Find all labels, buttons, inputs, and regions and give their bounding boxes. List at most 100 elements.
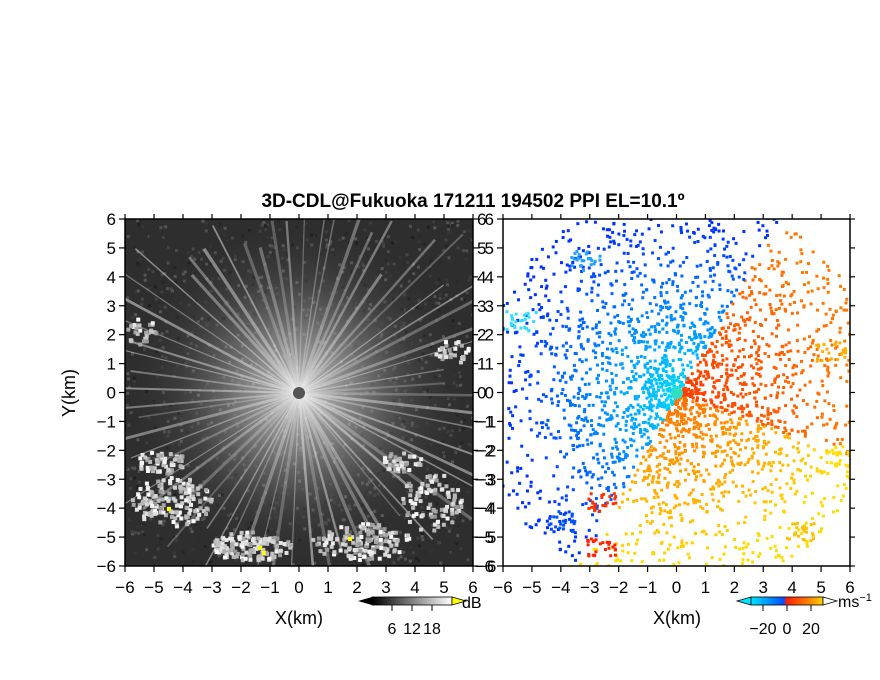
- snr-noise-pixel: [445, 525, 449, 529]
- snr-cloud-pixel: [321, 537, 326, 542]
- velocity-pixel: [633, 336, 637, 340]
- velocity-pixel: [677, 482, 681, 486]
- velocity-pixel: [791, 382, 795, 386]
- velocity-pixel: [587, 382, 591, 386]
- velocity-pixel: [600, 351, 604, 355]
- velocity-pixel: [757, 387, 761, 391]
- velocity-pixel: [592, 432, 596, 436]
- velocity-pixel: [653, 489, 657, 493]
- velocity-pixel: [695, 498, 699, 502]
- velocity-pixel: [839, 376, 843, 380]
- velocity-pixel: [560, 392, 564, 396]
- velocity-pixel: [778, 448, 782, 452]
- velocity-pixel: [574, 429, 578, 433]
- snr-noise-pixel: [159, 537, 163, 541]
- velocity-pixel: [761, 422, 765, 426]
- velocity-pixel: [752, 366, 756, 370]
- velocity-pixel: [724, 330, 728, 334]
- velocity-pixel: [581, 503, 585, 507]
- velocity-pixel: [786, 328, 790, 332]
- snr-noise-pixel: [455, 542, 459, 546]
- velocity-pixel: [726, 375, 730, 379]
- velocity-pixel: [776, 264, 780, 268]
- snr-cloud-pixel: [401, 469, 406, 474]
- velocity-pixel: [720, 354, 724, 358]
- snr-noise-pixel: [380, 234, 384, 238]
- velocity-pixel: [642, 404, 646, 408]
- snr-cloud-pixel: [332, 550, 337, 555]
- snr-noise-pixel: [466, 558, 470, 562]
- velocity-pixel: [693, 332, 697, 336]
- velocity-pixel: [622, 222, 626, 226]
- velocity-pixel: [834, 423, 838, 427]
- velocity-pixel: [627, 474, 631, 478]
- snr-cloud-pixel: [407, 536, 412, 541]
- velocity-pixel: [662, 558, 666, 562]
- velocity-pixel: [638, 374, 642, 378]
- velocity-pixel: [717, 362, 721, 366]
- velocity-pixel: [597, 335, 601, 339]
- velocity-pixel: [653, 359, 657, 363]
- velocity-pixel: [769, 511, 773, 515]
- velocity-pixel: [870, 341, 873, 344]
- snr-cloud-pixel: [244, 539, 249, 544]
- velocity-pixel: [682, 387, 686, 391]
- velocity-pixel: [659, 263, 663, 267]
- velocity-pixel: [706, 249, 710, 253]
- velocity-pixel: [664, 365, 668, 369]
- velocity-pixel: [731, 480, 735, 484]
- snr-cloud-pixel: [221, 536, 226, 541]
- velocity-pixel: [562, 371, 566, 375]
- snr-cloud-pixel: [382, 546, 387, 551]
- velocity-pixel: [708, 266, 712, 270]
- velocity-pixel: [569, 436, 573, 440]
- velocity-pixel: [691, 281, 695, 285]
- velocity-pixel: [596, 457, 600, 461]
- velocity-pixel: [712, 230, 716, 234]
- velocity-pixel: [810, 422, 814, 426]
- velocity-pixel: [727, 345, 731, 349]
- velocity-pixel: [661, 367, 665, 371]
- velocity-pixel: [764, 442, 768, 446]
- velocity-pixel: [816, 287, 820, 291]
- velocity-pixel: [727, 412, 731, 416]
- velocity-pixel: [687, 335, 691, 339]
- velocity-pixel: [626, 409, 630, 413]
- snr-cloud-pixel: [229, 532, 234, 537]
- snr-cloud-pixel: [165, 471, 170, 476]
- velocity-pixel: [665, 291, 669, 295]
- velocity-pixel: [493, 321, 496, 324]
- velocity-pixel: [725, 453, 729, 457]
- velocity-pixel: [518, 345, 522, 349]
- velocity-pixel: [594, 534, 598, 538]
- snr-cloud-pixel: [218, 540, 223, 545]
- velocity-pixel: [789, 294, 793, 298]
- velocity-pixel: [629, 438, 633, 442]
- velocity-pixel: [751, 254, 755, 258]
- velocity-pixel: [782, 510, 786, 514]
- snr-noise-pixel: [441, 517, 445, 521]
- velocity-pixel: [523, 282, 527, 286]
- velocity-pixel: [808, 380, 812, 384]
- snr-cloud-pixel: [156, 498, 161, 503]
- velocity-pixel: [717, 391, 721, 395]
- velocity-pixel: [599, 263, 603, 267]
- velocity-pixel: [686, 376, 690, 380]
- velocity-pixel: [710, 440, 714, 444]
- velocity-pixel: [558, 540, 562, 544]
- velocity-pixel: [872, 353, 875, 356]
- velocity-pixel: [726, 240, 730, 244]
- velocity-pixel: [584, 469, 588, 473]
- snr-noise-pixel: [455, 526, 459, 530]
- velocity-pixel: [694, 531, 698, 535]
- velocity-pixel: [590, 290, 594, 294]
- velocity-pixel: [731, 402, 735, 406]
- velocity-pixel: [571, 443, 575, 447]
- snr-noise-pixel: [464, 257, 468, 261]
- velocity-pixel: [674, 504, 678, 508]
- velocity-pixel: [530, 266, 534, 270]
- snr-cloud-pixel: [379, 533, 384, 538]
- velocity-pixel: [679, 306, 683, 310]
- velocity-pixel: [649, 219, 653, 222]
- snr-noise-pixel: [160, 273, 164, 277]
